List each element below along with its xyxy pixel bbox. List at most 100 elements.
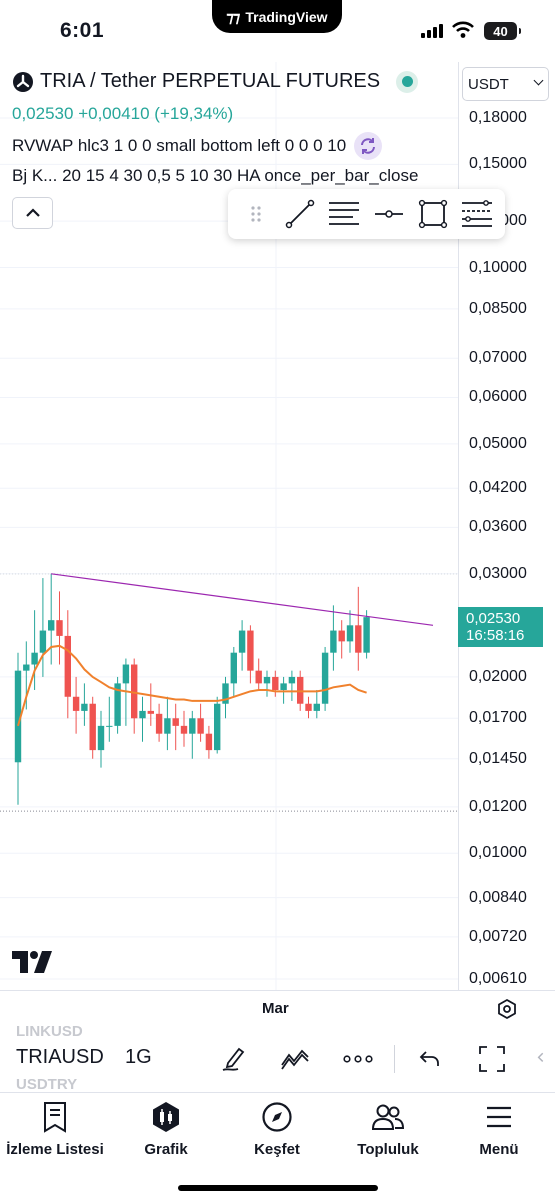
symbol-header[interactable]: TRIA / Tether PERPETUAL FUTURES: [12, 70, 419, 93]
symbol-title: TRIA / Tether PERPETUAL FUTURES: [40, 70, 381, 92]
community-icon: [371, 1104, 405, 1130]
candle-body: [222, 683, 229, 704]
candle-body: [172, 718, 179, 726]
price-tick: 0,15000: [469, 155, 527, 173]
price-tick: 0,00610: [469, 970, 527, 987]
nav-watchlist[interactable]: İzleme Listesi: [0, 1101, 110, 1158]
nav-explore[interactable]: Keşfet: [222, 1101, 332, 1158]
price-tick: 0,10000: [469, 258, 527, 276]
price-tick: 0,05000: [469, 434, 527, 452]
candle-body: [48, 620, 55, 631]
drawing-pen-icon[interactable]: [218, 1043, 250, 1075]
candle-body: [363, 617, 370, 653]
candle-body: [14, 670, 22, 763]
undo-icon[interactable]: [414, 1043, 446, 1075]
fullscreen-icon[interactable]: [476, 1043, 508, 1075]
price-tick: 0,01450: [469, 749, 527, 767]
indicator-legend-bjk[interactable]: Bj K... 20 15 4 30 0,5 5 10 30 HA once_p…: [12, 166, 418, 186]
nav-community-label: Topluluk: [357, 1141, 419, 1158]
candle-body: [338, 630, 345, 642]
undo-icon-partial[interactable]: [537, 1043, 555, 1075]
nav-chart-label: Grafik: [144, 1141, 188, 1158]
price-tick: 0,02000: [469, 667, 527, 685]
candle-body: [355, 625, 362, 653]
candle-body: [155, 713, 163, 734]
candle-body: [238, 630, 246, 653]
refresh-icon[interactable]: [354, 132, 383, 160]
toolbar-divider: [394, 1045, 395, 1073]
candle-body: [31, 652, 38, 665]
currency-select[interactable]: USDT: [462, 67, 549, 101]
trend-line-tool-icon[interactable]: [280, 194, 320, 234]
previous-symbol-ghost: LINKUSD: [16, 1023, 83, 1040]
candle-body: [56, 620, 63, 636]
drag-handle-icon[interactable]: [236, 194, 276, 234]
price-tick: 0,00720: [469, 927, 527, 945]
indicators-icon[interactable]: [279, 1043, 311, 1075]
more-options-icon[interactable]: [342, 1043, 374, 1075]
rectangle-tool-icon[interactable]: [413, 194, 453, 234]
chevron-down-icon: [533, 75, 544, 86]
tradingview-logo-icon: ⁊⁊: [226, 8, 240, 26]
candle-body: [263, 676, 271, 684]
status-bar: 6:01 ⁊⁊ TradingView 40: [0, 0, 555, 62]
candle-body: [255, 670, 262, 684]
drawing-toolbar[interactable]: [228, 189, 505, 239]
interval-button[interactable]: 1G: [125, 1046, 152, 1068]
candle-body: [180, 725, 188, 734]
more-drawing-tools-icon[interactable]: [457, 194, 497, 234]
chart-plot[interactable]: [0, 62, 458, 990]
last-price-badge-value: 0,02530: [466, 610, 521, 627]
price-tick: 0,07000: [469, 349, 527, 367]
candle-body: [321, 652, 329, 704]
candle-body: [346, 625, 354, 642]
indicator-legend-rvwap[interactable]: RVWAP hlc3 1 0 0 small bottom left 0 0 0…: [12, 132, 383, 160]
trend-line: [51, 573, 434, 626]
tria-coin-icon: [13, 71, 33, 92]
last-price: 0,02530: [12, 104, 74, 123]
price-tick: 0,01000: [469, 844, 527, 862]
nav-explore-label: Keşfet: [254, 1141, 300, 1158]
indicator-rvwap-label: RVWAP hlc3 1 0 0 small bottom left 0 0 0…: [12, 136, 347, 155]
candle-body: [230, 652, 237, 684]
indicator-bjk-label: Bj K... 20 15 4 30 0,5 5 10 30 HA once_p…: [12, 166, 419, 185]
candle-body: [205, 733, 213, 751]
watchlist-icon: [44, 1102, 66, 1133]
candle-body: [305, 703, 312, 711]
candle-body: [97, 725, 105, 751]
candle-body: [280, 683, 287, 690]
candle-body: [214, 703, 221, 751]
currency-select-value: USDT: [468, 75, 509, 93]
nav-community[interactable]: Topluluk: [333, 1101, 443, 1158]
price-axis[interactable]: 0,180000,150000,120000,100000,085000,070…: [458, 62, 555, 990]
price-tick: 0,01700: [469, 709, 527, 727]
moving-average-line: [17, 644, 367, 727]
horizontal-ray-tool-icon[interactable]: [369, 194, 409, 234]
candle-body: [247, 630, 254, 671]
nav-menu[interactable]: Menü: [444, 1101, 554, 1158]
tradingview-watermark-icon: [12, 951, 52, 973]
price-tick: 0,08500: [469, 299, 527, 317]
app-badge-label: TradingView: [245, 8, 328, 25]
nav-chart[interactable]: Grafik: [111, 1101, 221, 1158]
symbol-toolbar[interactable]: LINKUSD TRIAUSDT USDTRY 1G: [0, 1023, 555, 1093]
fib-retracement-tool-icon[interactable]: [324, 194, 364, 234]
nav-menu-label: Menü: [479, 1141, 519, 1158]
candle-body: [288, 676, 296, 684]
compass-icon: [262, 1102, 292, 1132]
market-open-indicator: [396, 70, 419, 93]
price-tick: 0,01200: [469, 797, 527, 815]
symbol-search-button[interactable]: TRIAUSDT: [16, 1046, 104, 1068]
app-badge: ⁊⁊ TradingView: [212, 0, 342, 33]
candle-body: [197, 718, 204, 734]
time-axis[interactable]: Mar: [0, 990, 555, 1026]
chevron-up-icon: [25, 208, 40, 217]
price-change: +0,00410 (+19,34%): [78, 104, 234, 123]
collapse-legend-button[interactable]: [12, 197, 53, 229]
battery-icon: 40: [484, 22, 521, 40]
price-tick: 0,00840: [469, 888, 527, 906]
chart-area[interactable]: 0,180000,150000,120000,100000,085000,070…: [0, 62, 555, 990]
candle-body: [23, 664, 30, 671]
price-tick: 0,18000: [469, 109, 527, 126]
chart-settings-icon[interactable]: [496, 998, 518, 1020]
